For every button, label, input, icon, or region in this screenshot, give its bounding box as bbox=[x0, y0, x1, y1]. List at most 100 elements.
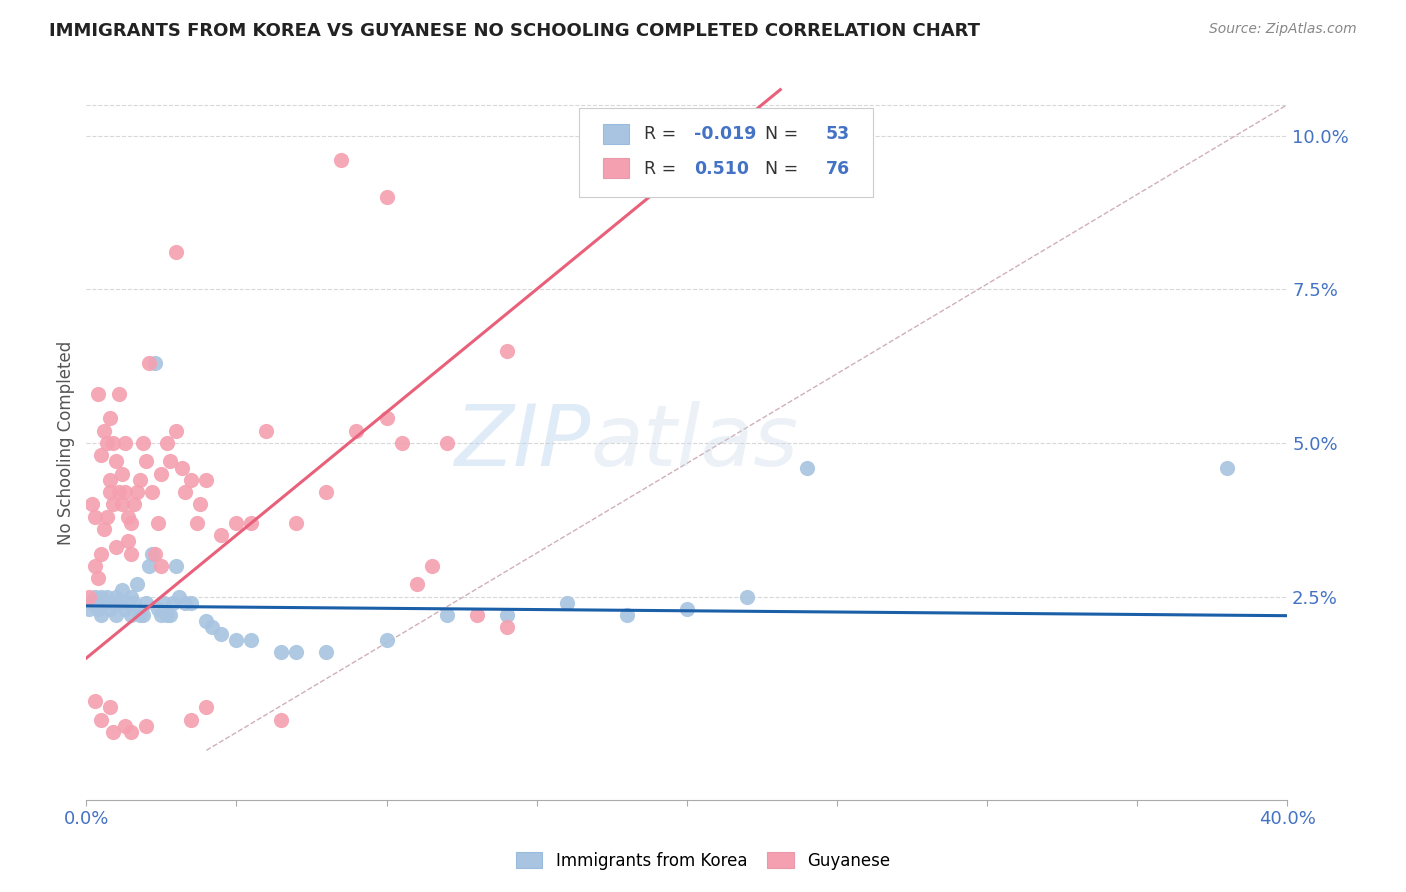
Point bbox=[375, 411, 398, 425]
Point bbox=[82, 596, 104, 610]
Point bbox=[96, 590, 118, 604]
Text: N =: N = bbox=[754, 126, 804, 144]
Point bbox=[180, 473, 202, 487]
Point bbox=[209, 528, 232, 542]
Point bbox=[165, 424, 187, 438]
Text: atlas: atlas bbox=[591, 401, 799, 484]
Point bbox=[79, 590, 101, 604]
Point bbox=[141, 547, 163, 561]
Point bbox=[159, 454, 181, 468]
Point bbox=[105, 541, 128, 555]
Point bbox=[114, 602, 136, 616]
Point bbox=[108, 485, 131, 500]
Point bbox=[195, 700, 218, 714]
Point bbox=[159, 608, 181, 623]
Text: R =: R = bbox=[644, 126, 682, 144]
Legend: Immigrants from Korea, Guyanese: Immigrants from Korea, Guyanese bbox=[509, 846, 897, 877]
Text: Source: ZipAtlas.com: Source: ZipAtlas.com bbox=[1209, 22, 1357, 37]
Point bbox=[132, 608, 155, 623]
Point bbox=[117, 509, 139, 524]
Point bbox=[172, 460, 194, 475]
Point bbox=[120, 725, 142, 739]
Point bbox=[124, 497, 146, 511]
Point bbox=[84, 558, 107, 573]
Point bbox=[135, 454, 157, 468]
Text: 76: 76 bbox=[827, 160, 851, 178]
Point bbox=[346, 424, 368, 438]
Point bbox=[330, 153, 353, 168]
Point bbox=[141, 485, 163, 500]
Point bbox=[315, 485, 337, 500]
Point bbox=[190, 497, 212, 511]
Point bbox=[127, 485, 149, 500]
Point bbox=[495, 620, 517, 634]
Point bbox=[391, 436, 413, 450]
Point bbox=[117, 596, 139, 610]
Point bbox=[117, 534, 139, 549]
Point bbox=[270, 713, 292, 727]
FancyBboxPatch shape bbox=[603, 159, 628, 178]
Point bbox=[148, 516, 170, 530]
Point bbox=[209, 626, 232, 640]
Point bbox=[87, 571, 110, 585]
Point bbox=[96, 436, 118, 450]
Point bbox=[98, 602, 121, 616]
Point bbox=[465, 608, 488, 623]
Point bbox=[82, 497, 104, 511]
Point bbox=[90, 448, 112, 462]
Point bbox=[98, 700, 121, 714]
Point bbox=[114, 719, 136, 733]
Point bbox=[98, 485, 121, 500]
Point bbox=[555, 596, 578, 610]
Point bbox=[675, 602, 697, 616]
Point bbox=[143, 547, 166, 561]
Point bbox=[87, 602, 110, 616]
Point bbox=[87, 386, 110, 401]
Point bbox=[156, 608, 179, 623]
Point bbox=[98, 411, 121, 425]
Point bbox=[195, 614, 218, 628]
Point bbox=[150, 608, 173, 623]
Text: -0.019: -0.019 bbox=[695, 126, 756, 144]
Point bbox=[135, 596, 157, 610]
Point bbox=[111, 583, 134, 598]
Point bbox=[796, 460, 818, 475]
Point bbox=[105, 590, 128, 604]
Point bbox=[495, 608, 517, 623]
Point bbox=[153, 596, 176, 610]
Point bbox=[169, 590, 191, 604]
Text: ZIP: ZIP bbox=[454, 401, 591, 484]
FancyBboxPatch shape bbox=[603, 124, 628, 144]
Point bbox=[375, 632, 398, 647]
Point bbox=[315, 645, 337, 659]
Point bbox=[1216, 460, 1239, 475]
Point bbox=[105, 608, 128, 623]
Y-axis label: No Schooling Completed: No Schooling Completed bbox=[58, 341, 75, 545]
Point bbox=[436, 436, 458, 450]
Point bbox=[132, 436, 155, 450]
Point bbox=[103, 596, 125, 610]
Point bbox=[420, 558, 443, 573]
Point bbox=[120, 516, 142, 530]
Point bbox=[90, 547, 112, 561]
Point bbox=[111, 467, 134, 481]
Point bbox=[143, 356, 166, 370]
Point bbox=[165, 245, 187, 260]
Point bbox=[111, 497, 134, 511]
Point bbox=[138, 356, 160, 370]
Point bbox=[120, 608, 142, 623]
Point bbox=[405, 577, 427, 591]
Point bbox=[103, 725, 125, 739]
Point bbox=[150, 467, 173, 481]
Point bbox=[254, 424, 277, 438]
Point bbox=[240, 632, 263, 647]
Text: 0.510: 0.510 bbox=[695, 160, 749, 178]
Point bbox=[186, 516, 208, 530]
Point bbox=[90, 713, 112, 727]
Point bbox=[174, 485, 197, 500]
Point bbox=[90, 590, 112, 604]
Point bbox=[616, 608, 638, 623]
Point bbox=[108, 386, 131, 401]
Point bbox=[162, 596, 184, 610]
Point bbox=[240, 516, 263, 530]
